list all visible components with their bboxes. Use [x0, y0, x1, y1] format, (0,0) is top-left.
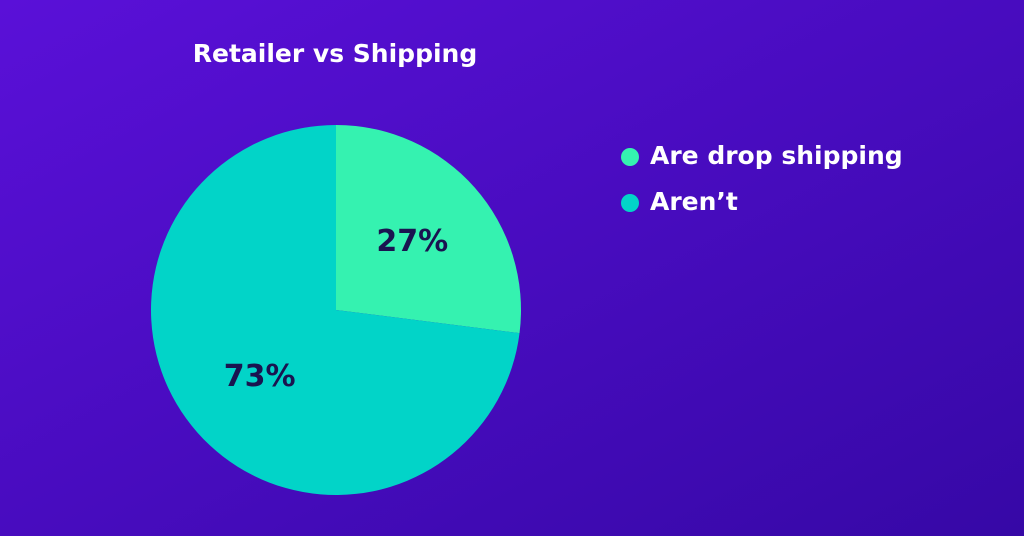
legend-swatch	[621, 194, 639, 212]
chart-title: Retailer vs Shipping	[193, 39, 477, 68]
legend-label: Aren’t	[650, 187, 738, 216]
pie-slice	[150, 125, 520, 495]
value-label: 73%	[224, 359, 296, 394]
legend-label: Are drop shipping	[650, 141, 903, 170]
legend-swatch	[621, 148, 639, 166]
value-label: 27%	[376, 224, 448, 259]
pie-slice	[336, 125, 521, 334]
